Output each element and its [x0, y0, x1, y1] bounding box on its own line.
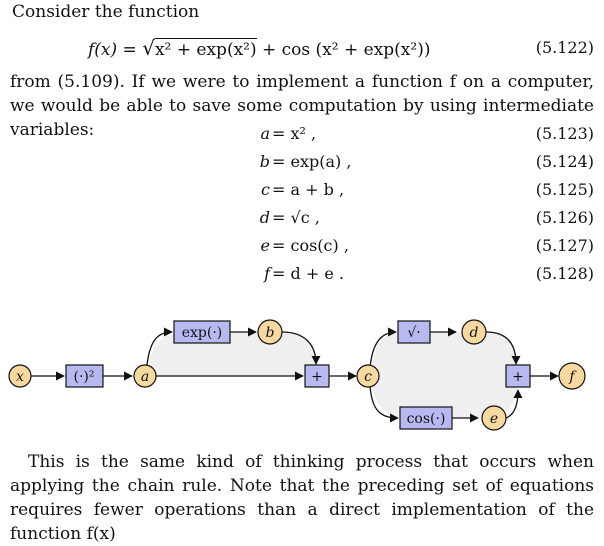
paragraph-chain-rule: This is the same kind of thinking proces…: [10, 452, 594, 544]
cos-op-label: cos(·): [407, 411, 446, 427]
node-e-label: e: [490, 411, 498, 427]
plus1-op-label: +: [311, 369, 323, 385]
plus2-op-box: [505, 364, 531, 388]
node-d-circle: [461, 319, 487, 345]
edge-a-exp: [146, 327, 173, 366]
node-a-label: a: [141, 369, 149, 385]
intro-text: Consider the function: [12, 2, 200, 22]
main-eq-number: (5.122): [535, 38, 594, 57]
equation-row: d = √c , (5.126): [0, 208, 604, 232]
node-b-label: b: [266, 325, 275, 341]
edge-b-plus1: [281, 331, 321, 365]
node-c-circle: [356, 364, 380, 388]
equation-number: (5.126): [535, 208, 594, 227]
equation-rhs: = a + b ,: [272, 180, 345, 199]
equation-lhs: a: [260, 124, 270, 143]
equation-number: (5.124): [535, 152, 594, 171]
node-b-circle: [257, 319, 283, 345]
equation-rhs: = d + e .: [272, 264, 344, 283]
computation-graph: x a b c d e f (·)² exp(·) + √· cos(·) +: [8, 319, 586, 431]
main-eq-rest: + cos (x² + exp(x²)): [262, 40, 431, 60]
plus2-op-label: +: [512, 369, 524, 385]
sqrt-symbol-icon: √: [142, 36, 155, 60]
equation-lhs: b: [259, 152, 270, 171]
main-eq-sqrt-body: x² + exp(x²): [154, 38, 257, 60]
plus1-op-box: [304, 364, 330, 388]
node-d-label: d: [470, 325, 479, 341]
main-eq-lhs: f(x) =: [88, 40, 137, 60]
main-equation: f(x) = √x² + exp(x²) + cos (x² + exp(x²)…: [88, 36, 430, 60]
paragraph-intro: from (5.109). If we were to implement a …: [10, 72, 594, 140]
equation-row: c = a + b , (5.125): [0, 180, 604, 204]
equation-row: e = cos(c) , (5.127): [0, 236, 604, 260]
node-f-circle: [558, 362, 586, 390]
node-e-circle: [481, 405, 507, 431]
edge-d-plus2: [485, 331, 521, 365]
node-c-label: c: [364, 369, 372, 385]
edge-c-sqrt: [369, 327, 397, 369]
node-x-label: x: [16, 369, 24, 385]
equation-row: b = exp(a) , (5.124): [0, 152, 604, 176]
equation-rhs: = exp(a) ,: [272, 152, 352, 171]
edge-c-cos: [369, 385, 399, 423]
cos-op-box: [399, 406, 453, 430]
equation-rhs: = √c ,: [272, 208, 320, 227]
region-right: [372, 332, 518, 418]
equation-lhs: e: [260, 236, 270, 255]
equation-row: a = x² , (5.123): [0, 124, 604, 148]
exp-op-box: [173, 320, 231, 344]
sqrt-op-box: [397, 320, 431, 344]
equation-rhs: = cos(c) ,: [272, 236, 349, 255]
equation-number: (5.125): [535, 180, 594, 199]
exp-op-label: exp(·): [182, 325, 223, 341]
edge-e-plus2: [505, 389, 523, 419]
square-op-box: [65, 364, 104, 388]
equation-row: f = d + e . (5.128): [0, 264, 604, 288]
equation-rhs: = x² ,: [272, 124, 317, 143]
equation-number: (5.123): [535, 124, 594, 143]
sqrt-op-label: √·: [407, 325, 420, 341]
equation-lhs: f: [264, 264, 270, 283]
square-op-label: (·)²: [74, 369, 95, 385]
equation-number: (5.128): [535, 264, 594, 283]
node-x-circle: [8, 364, 32, 388]
node-a-circle: [133, 364, 157, 388]
equation-lhs: c: [261, 180, 270, 199]
equation-lhs: d: [259, 208, 270, 227]
node-f-label: f: [568, 369, 577, 385]
equation-number: (5.127): [535, 236, 594, 255]
